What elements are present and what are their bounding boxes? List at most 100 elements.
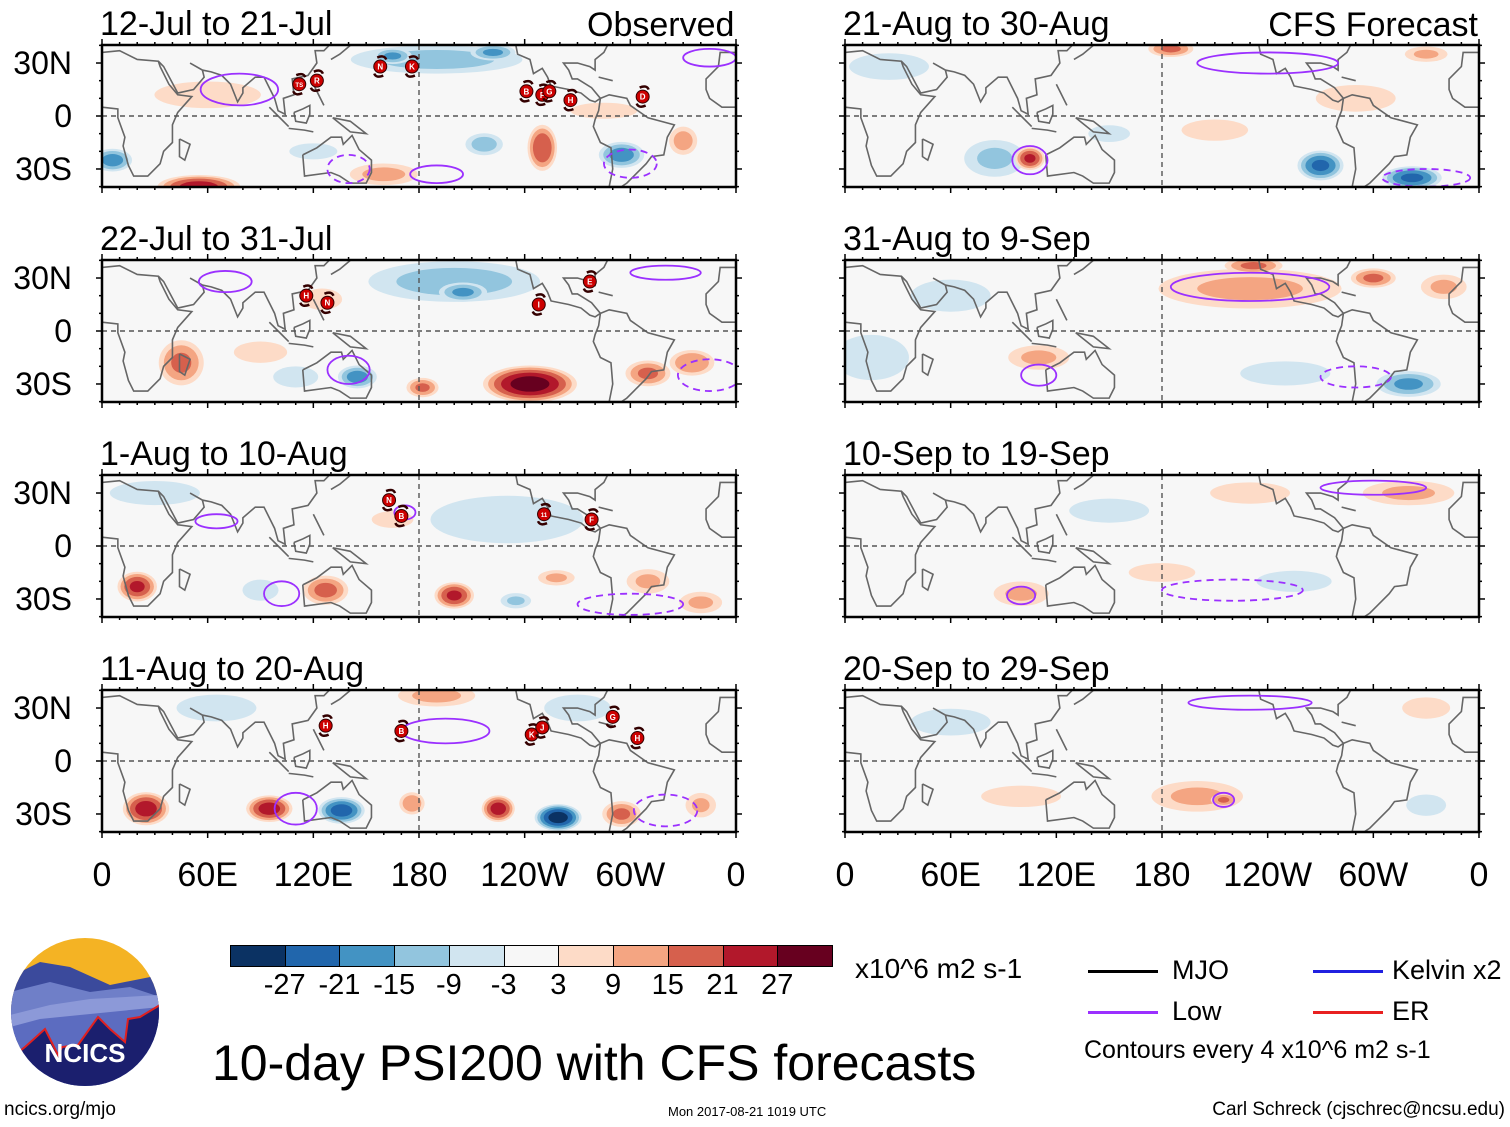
anomaly-shading bbox=[412, 690, 462, 703]
lon-label: 120W bbox=[1223, 856, 1313, 894]
anomaly-shading bbox=[176, 694, 257, 722]
low-contour bbox=[194, 513, 239, 530]
storm-marker: R bbox=[309, 69, 325, 93]
storm-label: B bbox=[524, 87, 530, 96]
anomaly-shading bbox=[482, 48, 504, 57]
colorbar-swatch bbox=[667, 945, 724, 967]
coastline bbox=[178, 783, 192, 807]
colorbar-label: -15 bbox=[373, 969, 416, 1001]
storm-icon bbox=[563, 93, 578, 108]
coastline bbox=[1075, 116, 1112, 135]
storm-icon bbox=[582, 274, 597, 289]
coastline bbox=[288, 342, 314, 348]
legend-low: Low bbox=[1172, 996, 1222, 1026]
colorbar-label: 3 bbox=[550, 969, 567, 1001]
anomaly-shading bbox=[1394, 378, 1423, 390]
anomaly-shading bbox=[490, 802, 506, 815]
coastline bbox=[845, 49, 937, 177]
low-contour bbox=[1020, 363, 1058, 387]
coastline bbox=[330, 260, 351, 276]
site-link[interactable]: ncics.org/mjo bbox=[4, 1099, 116, 1120]
map-content bbox=[845, 260, 1479, 402]
storm-icon bbox=[292, 77, 307, 92]
coastline bbox=[1448, 51, 1479, 108]
colorbar-units: x10^6 m2 s-1 bbox=[855, 953, 1023, 984]
coastline bbox=[1055, 298, 1068, 321]
lon-label: 60W bbox=[595, 856, 666, 894]
anomaly-shading bbox=[1021, 350, 1057, 365]
observed-label: Observed bbox=[587, 6, 735, 44]
storm-marker: B bbox=[394, 719, 409, 743]
anomaly-shading bbox=[1217, 796, 1230, 803]
coastline bbox=[268, 321, 290, 343]
coastline bbox=[921, 783, 935, 807]
anomaly-shading bbox=[981, 785, 1062, 808]
storm-label: H bbox=[303, 292, 309, 301]
storm-marker: H bbox=[563, 88, 578, 112]
storm-icon bbox=[394, 504, 409, 528]
lon-label: 120E bbox=[273, 856, 354, 894]
storm-label: N bbox=[386, 496, 392, 505]
storm-label: I bbox=[538, 301, 540, 310]
map-panel: H B KJ G H bbox=[96, 684, 742, 838]
anomaly-shading bbox=[609, 147, 634, 162]
storm-label: K bbox=[529, 731, 535, 740]
storm-icon bbox=[292, 72, 307, 96]
storm-icon bbox=[299, 284, 314, 308]
storm-marker: TS bbox=[292, 72, 307, 96]
anomaly-shading bbox=[102, 153, 124, 167]
low-contour bbox=[576, 592, 685, 616]
legend-mjo: MJO bbox=[1172, 955, 1229, 985]
low-contour bbox=[1161, 578, 1304, 602]
anomaly-shading bbox=[1170, 787, 1224, 806]
storm-icon bbox=[605, 705, 620, 729]
coastline bbox=[102, 264, 194, 392]
coastline bbox=[157, 690, 330, 761]
map-content bbox=[845, 475, 1479, 617]
storm-icon bbox=[537, 507, 552, 522]
coastline bbox=[332, 546, 369, 565]
coastline bbox=[293, 104, 311, 124]
anomaly-shading bbox=[673, 131, 693, 151]
lon-label: 60E bbox=[920, 856, 981, 894]
coastline bbox=[598, 721, 613, 727]
storm-marker: N bbox=[381, 488, 397, 512]
anomaly-shading bbox=[910, 279, 991, 312]
forecast-label: CFS Forecast bbox=[1268, 6, 1478, 44]
coastline bbox=[1055, 513, 1068, 536]
coastline bbox=[1055, 83, 1068, 106]
storm-label: 11 bbox=[541, 513, 548, 519]
map-root: TS R N K B F G H D bbox=[96, 39, 742, 193]
low-contour bbox=[1169, 271, 1331, 302]
lat-label: 0 bbox=[54, 743, 72, 779]
colorbar-label: -21 bbox=[318, 969, 361, 1001]
map-panel bbox=[839, 254, 1485, 408]
coastline bbox=[1073, 260, 1094, 276]
low-contour bbox=[263, 580, 301, 607]
coastline bbox=[1448, 481, 1479, 538]
storm-icon bbox=[531, 293, 546, 316]
storm-marker: E bbox=[582, 270, 597, 293]
legend-kelvin-line bbox=[1313, 970, 1383, 973]
coastline bbox=[598, 291, 613, 297]
storm-marker: K bbox=[404, 55, 420, 78]
colorbar-label: 9 bbox=[605, 969, 622, 1001]
panel-title: 11-Aug to 20-Aug bbox=[100, 650, 364, 688]
anomaly-shading bbox=[402, 795, 422, 812]
anomaly-shading bbox=[691, 798, 710, 813]
anomaly-shading bbox=[1363, 273, 1384, 283]
lon-label: 120E bbox=[1016, 856, 1097, 894]
storm-icon bbox=[635, 85, 650, 108]
coastline bbox=[1335, 523, 1419, 617]
coastline bbox=[178, 353, 192, 377]
anomaly-shading bbox=[910, 708, 991, 736]
lat-label: 30S bbox=[15, 151, 72, 187]
lat-label: 0 bbox=[54, 528, 72, 564]
colorbar-label: -27 bbox=[263, 969, 306, 1001]
storm-marker: B bbox=[394, 504, 409, 528]
storm-icon bbox=[394, 508, 409, 523]
coastline bbox=[157, 475, 330, 546]
anomaly-shading bbox=[1430, 279, 1457, 294]
colorbar-swatch bbox=[339, 945, 396, 967]
coastline bbox=[1044, 564, 1116, 614]
